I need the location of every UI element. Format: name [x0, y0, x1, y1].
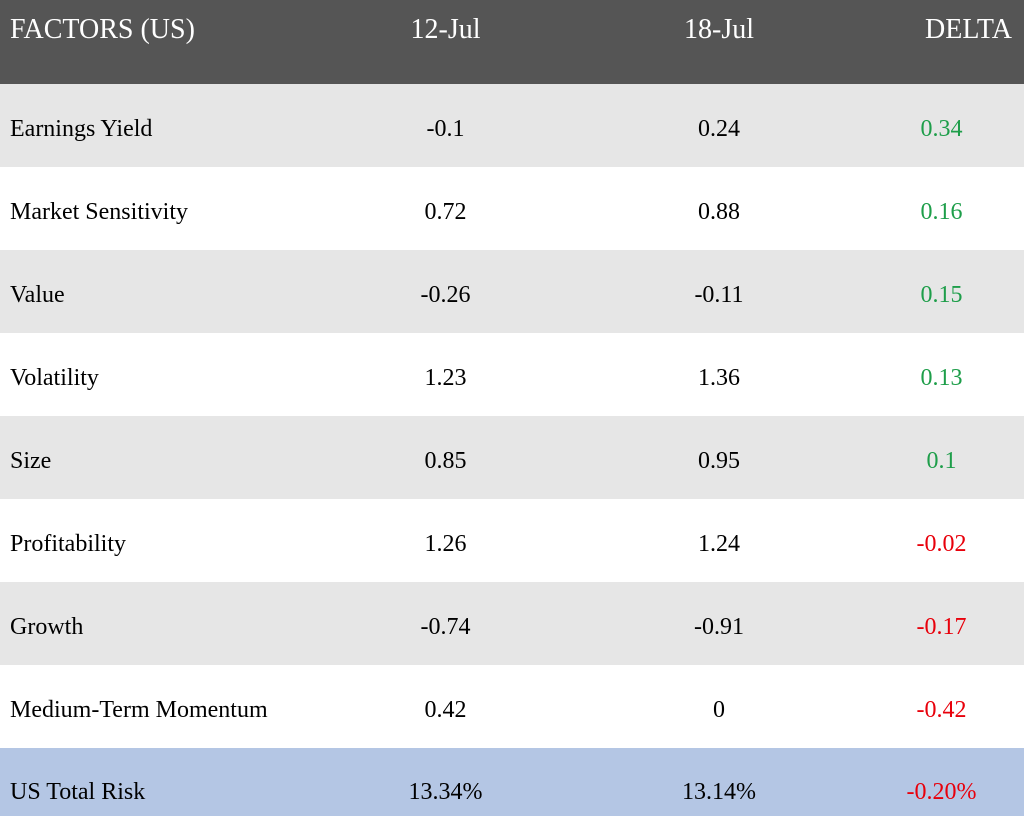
value-date-1: 1.26	[424, 530, 467, 557]
table-row: Growth -0.74 -0.91 -0.17	[0, 582, 1024, 665]
delta-value: -0.02	[916, 530, 967, 557]
table-row: Market Sensitivity 0.72 0.88 0.16	[0, 167, 1024, 250]
value-date-1: 0.72	[424, 198, 467, 225]
value-date-2: 0.88	[698, 198, 740, 225]
value-date-2: 0	[713, 696, 725, 723]
factor-name: Value	[10, 281, 65, 308]
value-date-1: 0.42	[424, 696, 467, 723]
value-date-2: 0.95	[698, 447, 740, 474]
table-row: Value -0.26 -0.11 0.15	[0, 250, 1024, 333]
table-row: Medium-Term Momentum 0.42 0 -0.42	[0, 665, 1024, 748]
value-date-2: 1.36	[698, 364, 740, 391]
delta-value: 0.13	[920, 364, 963, 391]
table-row: Size 0.85 0.95 0.1	[0, 416, 1024, 499]
table-row: Earnings Yield -0.1 0.24 0.34	[0, 84, 1024, 167]
header-date-1: 12-Jul	[410, 14, 481, 45]
total-value-date-1: 13.34%	[408, 779, 483, 805]
value-date-2: -0.91	[694, 613, 744, 640]
factor-name: Market Sensitivity	[10, 198, 188, 225]
factor-name: Earnings Yield	[10, 115, 153, 142]
delta-value: 0.1	[926, 447, 957, 474]
total-value-date-2: 13.14%	[682, 779, 756, 805]
value-date-1: -0.74	[420, 613, 471, 640]
factor-name: Profitability	[10, 530, 126, 557]
total-delta: -0.20%	[906, 779, 977, 805]
value-date-2: -0.11	[694, 281, 744, 308]
value-date-1: -0.1	[426, 115, 465, 142]
value-date-1: 1.23	[424, 364, 467, 391]
total-label: US Total Risk	[10, 779, 146, 805]
total-row: US Total Risk 13.34% 13.14% -0.20%	[0, 748, 1024, 816]
value-date-1: 0.85	[424, 447, 467, 474]
header-factor: FACTORS (US)	[10, 14, 195, 45]
header-delta: DELTA	[925, 14, 1012, 45]
table-body: Earnings Yield -0.1 0.24 0.34 Market Sen…	[0, 84, 1024, 816]
delta-value: 0.34	[920, 115, 963, 142]
factor-name: Volatility	[10, 364, 99, 391]
table-row: Profitability 1.26 1.24 -0.02	[0, 499, 1024, 582]
factor-name: Size	[10, 447, 52, 474]
value-date-2: 1.24	[698, 530, 740, 557]
header-row: FACTORS (US) 12-Jul 18-Jul DELTA	[0, 0, 1024, 84]
factor-name: Growth	[10, 613, 84, 640]
table-header: FACTORS (US) 12-Jul 18-Jul DELTA	[0, 0, 1024, 84]
delta-value: -0.17	[916, 613, 967, 640]
delta-value: 0.16	[920, 198, 963, 225]
delta-value: -0.42	[916, 696, 967, 723]
delta-value: 0.15	[920, 281, 963, 308]
table-row: Volatility 1.23 1.36 0.13	[0, 333, 1024, 416]
value-date-1: -0.26	[420, 281, 471, 308]
value-date-2: 0.24	[698, 115, 740, 142]
header-date-2: 18-Jul	[684, 14, 754, 45]
factor-name: Medium-Term Momentum	[10, 696, 268, 723]
